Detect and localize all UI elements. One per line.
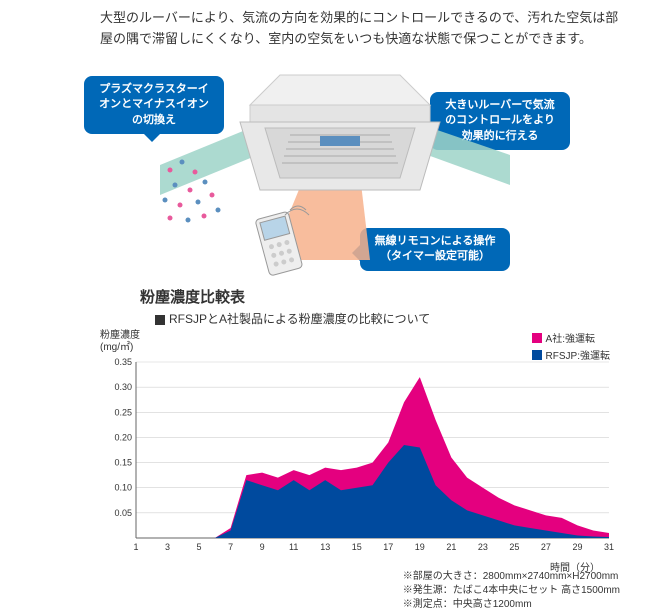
svg-text:29: 29 [572,542,582,552]
svg-text:1: 1 [133,542,138,552]
svg-text:0.30: 0.30 [114,382,132,392]
svg-text:0.25: 0.25 [114,407,132,417]
chart-footnotes: ※部屋の大きさ：2800mm×2740mm×H2700mm ※発生源：たばこ4本… [403,570,620,612]
svg-text:23: 23 [478,542,488,552]
chart-subtitle: RFSJPとA社製品による粉塵濃度の比較について [155,310,430,327]
svg-text:0.05: 0.05 [114,508,132,518]
svg-text:5: 5 [197,542,202,552]
square-bullet-icon [155,315,165,325]
footnote-line: ※発生源：たばこ4本中央にセット 高さ1500mm [403,584,620,598]
intro-paragraph: 大型のルーバーにより、気流の方向を効果的にコントロールできるので、汚れた空気は部… [100,8,630,50]
ac-unit-illustration [140,60,520,280]
chart-subtitle-text: RFSJPとA社製品による粉塵濃度の比較について [169,312,430,326]
svg-text:27: 27 [541,542,551,552]
chart-title: 粉塵濃度比較表 [140,286,245,307]
svg-text:9: 9 [260,542,265,552]
svg-text:0.15: 0.15 [114,458,132,468]
infographic-container: 大型のルーバーにより、気流の方向を効果的にコントロールできるので、汚れた空気は部… [0,0,650,614]
footnote-line: ※部屋の大きさ：2800mm×2740mm×H2700mm [403,570,620,584]
svg-text:19: 19 [415,542,425,552]
svg-text:0.10: 0.10 [114,483,132,493]
svg-text:3: 3 [165,542,170,552]
svg-text:17: 17 [383,542,393,552]
svg-text:31: 31 [604,542,614,552]
svg-text:15: 15 [352,542,362,552]
legend-item-a: A社:強運転 [532,330,610,345]
svg-text:7: 7 [228,542,233,552]
legend-swatch-icon [532,333,542,343]
footnote-line: ※測定点：中央高さ1200mm [403,598,620,612]
chart-y-axis-label: 粉塵濃度(mg/㎡) [100,330,140,354]
svg-text:0.35: 0.35 [114,358,132,367]
svg-text:13: 13 [320,542,330,552]
svg-text:0.20: 0.20 [114,432,132,442]
svg-text:25: 25 [509,542,519,552]
svg-text:21: 21 [446,542,456,552]
svg-text:11: 11 [289,542,298,552]
dust-concentration-chart: 0.050.100.150.200.250.300.35135791113151… [100,358,615,558]
